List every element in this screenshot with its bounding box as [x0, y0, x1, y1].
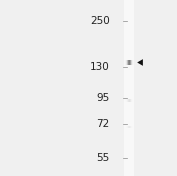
Text: 95: 95 [96, 93, 110, 103]
Text: 250: 250 [90, 16, 110, 26]
Text: 55: 55 [96, 153, 110, 162]
Bar [124, 0, 134, 176]
Text: 130: 130 [90, 62, 110, 72]
Text: 72: 72 [96, 119, 110, 129]
Polygon shape [137, 59, 143, 66]
